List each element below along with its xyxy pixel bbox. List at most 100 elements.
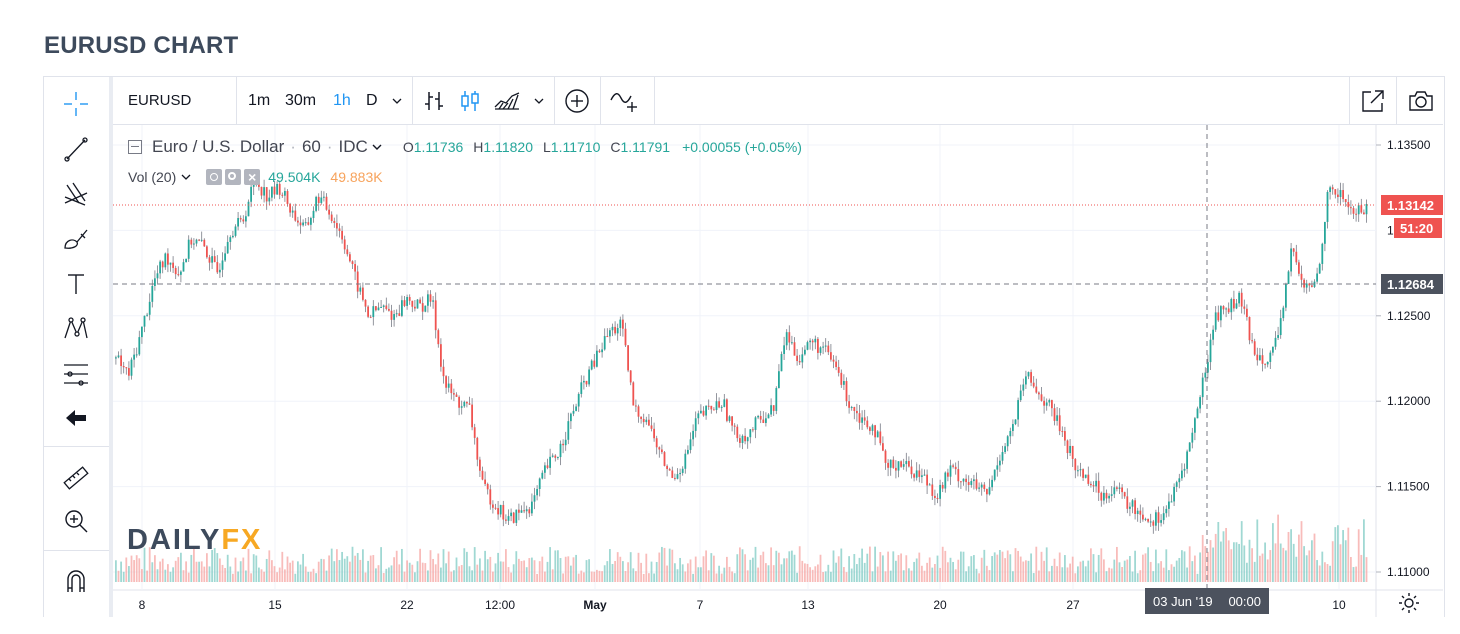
pattern-tool[interactable] [43, 309, 109, 349]
chevron-down-icon[interactable] [180, 173, 192, 181]
brush-tool[interactable] [43, 219, 109, 259]
candle-body [746, 437, 749, 442]
measure-lines-icon [64, 364, 88, 386]
candle-body [889, 459, 892, 468]
text-tool[interactable] [43, 264, 109, 304]
ruler-tool[interactable] [43, 458, 109, 498]
time-tick-label: 15 [268, 598, 282, 612]
candle-body [284, 191, 286, 196]
indicators-button[interactable] [609, 77, 639, 124]
candle-body [1279, 318, 1282, 336]
volume-bar [302, 553, 304, 582]
collapse-legend-icon[interactable] [128, 140, 142, 154]
volume-bar [1222, 531, 1225, 582]
candle-body [276, 183, 278, 195]
candle-body [1014, 419, 1017, 425]
candle-body [897, 461, 900, 471]
volume-bar [395, 550, 398, 582]
candle-body [676, 474, 679, 479]
candle-body [689, 439, 692, 450]
volume-settings-icon[interactable] [206, 169, 223, 185]
candle-body [590, 360, 593, 370]
candle-body [343, 239, 346, 250]
candle-body [479, 459, 481, 471]
candle-body [1334, 189, 1337, 195]
candle-body [156, 273, 159, 279]
symbol-search[interactable]: EURUSD [128, 92, 192, 109]
volume-bar [601, 571, 603, 582]
close-icon[interactable]: × [244, 169, 261, 185]
candle-body [291, 210, 294, 213]
candle-body [908, 461, 910, 467]
volume-bar [603, 565, 606, 582]
screenshot-button[interactable] [1407, 77, 1435, 124]
candle-body [1134, 500, 1136, 515]
magnet-tool[interactable] [43, 561, 109, 601]
candle-body [999, 460, 1001, 466]
volume-bar [538, 561, 541, 582]
volume-bar [271, 560, 273, 582]
volume-bar [320, 558, 323, 582]
interval-1d[interactable]: D [366, 91, 378, 109]
volume-bar [876, 566, 879, 582]
candle-body [715, 401, 718, 411]
open-in-new-window-button[interactable] [1360, 77, 1386, 124]
candles-style-button[interactable] [459, 77, 481, 124]
candle-body [362, 287, 364, 300]
volume-bar [1147, 547, 1149, 582]
compare-button[interactable] [564, 77, 590, 124]
candle-body [557, 457, 559, 459]
candle-body [783, 345, 785, 354]
trend-line-tool[interactable] [43, 129, 109, 169]
volume-bar [824, 571, 827, 582]
candle-body [408, 297, 411, 301]
volume-bar [1308, 550, 1311, 582]
volume-bar [1183, 551, 1186, 582]
volume-bar [1175, 560, 1178, 582]
interval-1h[interactable]: 1h [333, 91, 351, 109]
volume-bar [486, 559, 489, 582]
time-tick-label: 20 [933, 598, 947, 612]
gear-icon[interactable] [225, 169, 242, 185]
volume-bar [809, 567, 811, 582]
candle-body [138, 337, 141, 355]
candle-body [822, 346, 824, 348]
volume-bar [593, 571, 596, 582]
magnet-icon [67, 570, 85, 592]
area-style-button[interactable] [493, 77, 521, 124]
prediction-tool[interactable] [43, 354, 109, 394]
chart-style-dropdown[interactable] [533, 77, 545, 124]
candle-body [1045, 402, 1048, 406]
volume-bar [1030, 553, 1032, 582]
hide-toolbar-button[interactable] [43, 398, 109, 438]
candle-body [198, 239, 200, 241]
zoom-tool[interactable] [43, 501, 109, 541]
interval-1m[interactable]: 1m [248, 91, 271, 109]
crosshair-tool[interactable] [43, 84, 109, 124]
candle-body [351, 261, 354, 265]
candle-body [325, 196, 328, 210]
volume-bar [1116, 546, 1118, 582]
volume-bar [1272, 523, 1274, 582]
volume-bar [1285, 550, 1287, 582]
volume-bar [1329, 565, 1331, 582]
volume-bar [479, 558, 481, 582]
volume-bar [858, 557, 861, 582]
chevron-down-icon[interactable] [371, 143, 383, 151]
bars-style-button[interactable] [423, 77, 445, 124]
candle-body [341, 230, 343, 240]
chart-settings-button[interactable] [1396, 590, 1422, 616]
volume-bar [822, 572, 824, 582]
volume-bar [835, 562, 837, 582]
high-label: H [473, 139, 484, 155]
volume-bar [1324, 562, 1326, 582]
interval-dropdown[interactable] [391, 77, 403, 124]
volume-bar [564, 556, 567, 582]
candle-body [294, 210, 297, 221]
candle-body [749, 429, 752, 438]
interval-30m[interactable]: 30m [285, 91, 317, 109]
candle-body [570, 413, 572, 422]
volume-bar [1084, 566, 1087, 582]
pitchfork-tool[interactable] [43, 174, 109, 214]
